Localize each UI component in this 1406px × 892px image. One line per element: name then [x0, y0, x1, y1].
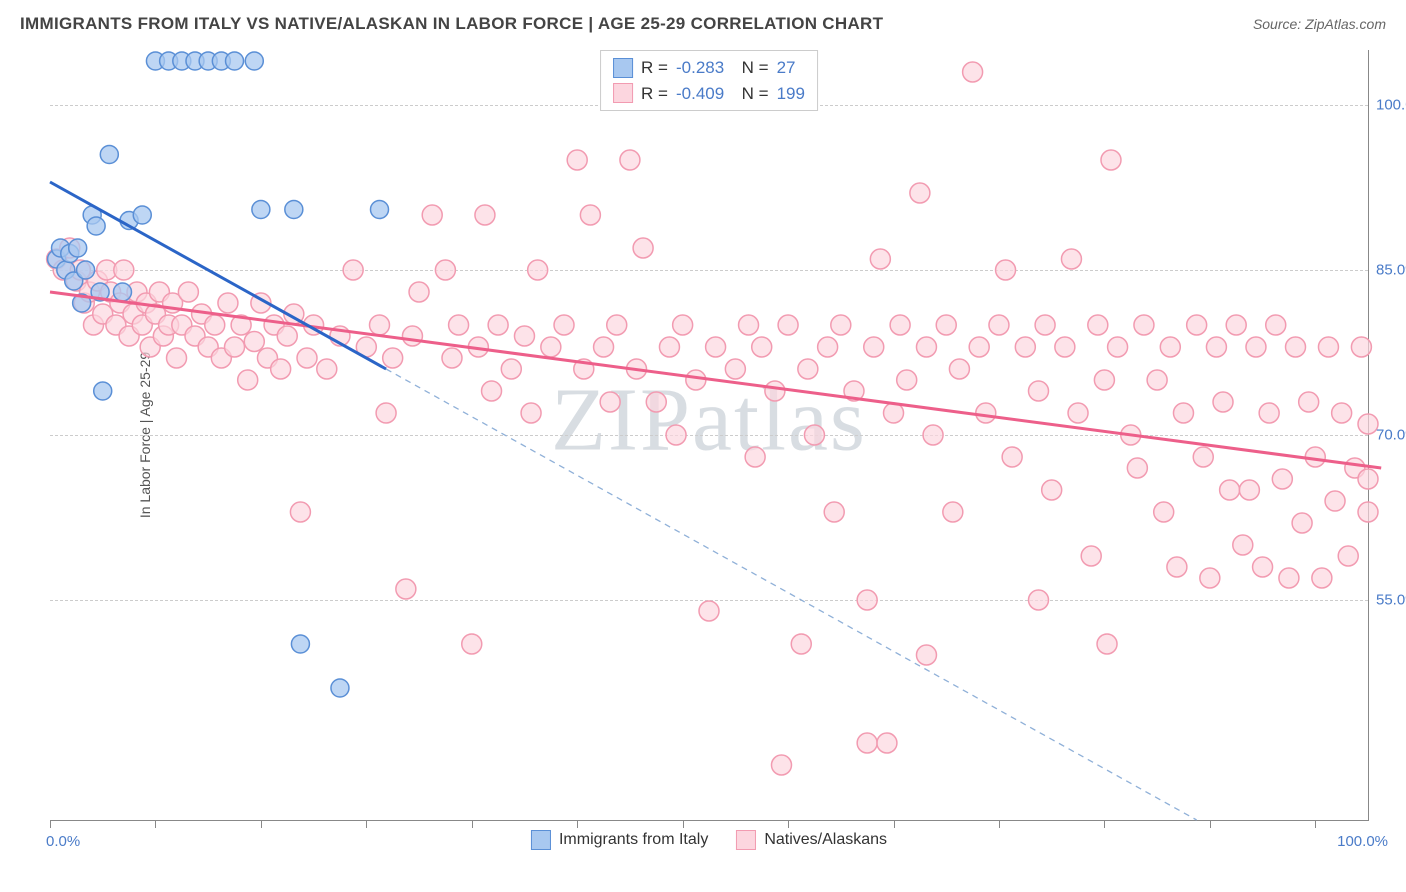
r-value-pink: -0.409 [676, 81, 724, 107]
legend-row-pink: R = -0.409 N = 199 [613, 81, 805, 107]
source-label: Source: ZipAtlas.com [1253, 16, 1386, 32]
n-value-pink: 199 [777, 81, 805, 107]
x-max-label: 100.0% [1337, 833, 1388, 850]
swatch-blue-icon [613, 58, 633, 78]
legend-item-blue: Immigrants from Italy [531, 830, 708, 850]
n-value-blue: 27 [777, 55, 796, 81]
swatch-blue-icon [531, 830, 551, 850]
legend-label-pink: Natives/Alaskans [764, 831, 887, 849]
series-legend: Immigrants from Italy Natives/Alaskans [531, 830, 887, 850]
y-tick-label: 100.0% [1376, 97, 1406, 114]
scatter-plot [50, 50, 1368, 820]
chart-area: In Labor Force | Age 25-29 ZIPatlas R = … [50, 50, 1369, 821]
r-value-blue: -0.283 [676, 55, 724, 81]
y-tick-label: 85.0% [1376, 262, 1406, 279]
x-min-label: 0.0% [46, 833, 80, 850]
y-tick-label: 55.0% [1376, 592, 1406, 609]
correlation-legend: R = -0.283 N = 27 R = -0.409 N = 199 [600, 50, 818, 111]
swatch-pink-icon [736, 830, 756, 850]
swatch-pink-icon [613, 83, 633, 103]
chart-title: IMMIGRANTS FROM ITALY VS NATIVE/ALASKAN … [20, 14, 883, 34]
legend-label-blue: Immigrants from Italy [559, 831, 708, 849]
legend-row-blue: R = -0.283 N = 27 [613, 55, 805, 81]
y-tick-label: 70.0% [1376, 427, 1406, 444]
legend-item-pink: Natives/Alaskans [736, 830, 887, 850]
